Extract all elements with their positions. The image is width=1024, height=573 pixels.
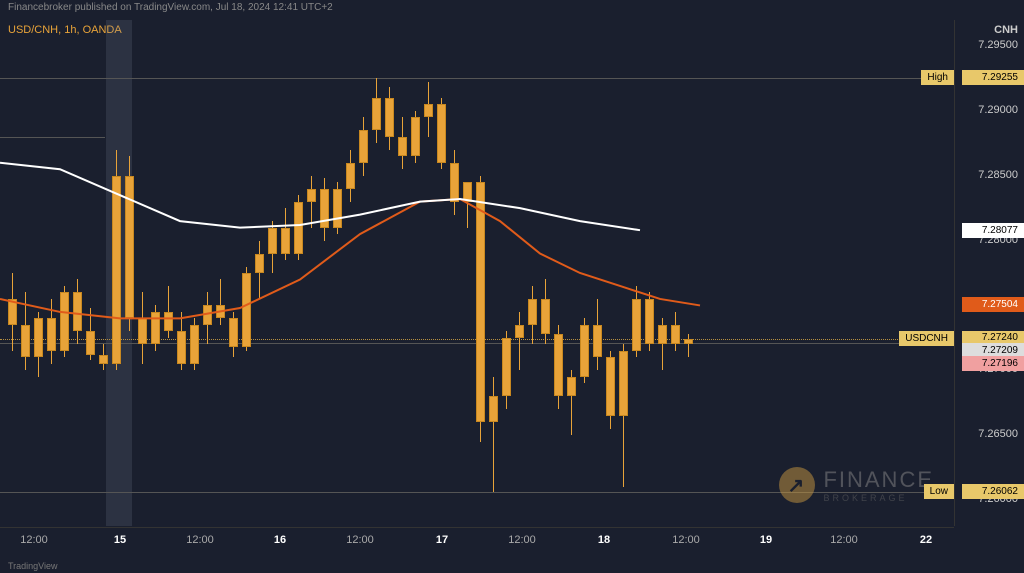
price-side-label: USDCNH xyxy=(899,331,954,346)
x-tick: 18 xyxy=(598,534,610,546)
watermark-line2: BROKERAGE xyxy=(823,493,934,503)
x-tick: 12:00 xyxy=(672,534,700,546)
x-tick: 12:00 xyxy=(830,534,858,546)
x-tick: 16 xyxy=(274,534,286,546)
price-side-label: High xyxy=(921,70,954,85)
watermark-icon xyxy=(779,467,815,503)
x-tick: 22 xyxy=(920,534,932,546)
x-tick: 19 xyxy=(760,534,772,546)
y-tick: 7.26500 xyxy=(978,428,1018,440)
chart-container: Financebroker published on TradingView.c… xyxy=(0,0,1024,573)
x-axis: 12:00 15 12:00 16 12:00 17 12:00 18 12:00 19 12:00… xyxy=(0,527,954,555)
y-tick: 7.29500 xyxy=(978,39,1018,51)
watermark-line1: FINANCE xyxy=(823,467,934,493)
x-tick: 12:00 xyxy=(508,534,536,546)
price-tag: 7.27196 xyxy=(962,356,1024,371)
price-tag: 7.28077 xyxy=(962,223,1024,238)
y-tick: 7.29000 xyxy=(978,104,1018,116)
x-tick: 12:00 xyxy=(346,534,374,546)
x-tick: 12:00 xyxy=(20,534,48,546)
footer-attribution: TradingView xyxy=(8,561,58,571)
price-tag: 7.29255 xyxy=(962,70,1024,85)
publish-info: Financebroker published on TradingView.c… xyxy=(8,2,333,13)
y-axis-header: CNH xyxy=(994,24,1018,36)
price-tag: 7.26062 xyxy=(962,484,1024,499)
x-tick: 17 xyxy=(436,534,448,546)
price-side-label: Low xyxy=(924,484,954,499)
watermark: FINANCE BROKERAGE xyxy=(779,467,934,503)
plot-area[interactable] xyxy=(0,20,954,526)
y-tick: 7.28500 xyxy=(978,169,1018,181)
x-tick: 12:00 xyxy=(186,534,214,546)
price-tag: 7.27504 xyxy=(962,297,1024,312)
y-axis: CNH 7.295007.290007.285007.280007.275007… xyxy=(954,20,1024,526)
x-tick: 15 xyxy=(114,534,126,546)
